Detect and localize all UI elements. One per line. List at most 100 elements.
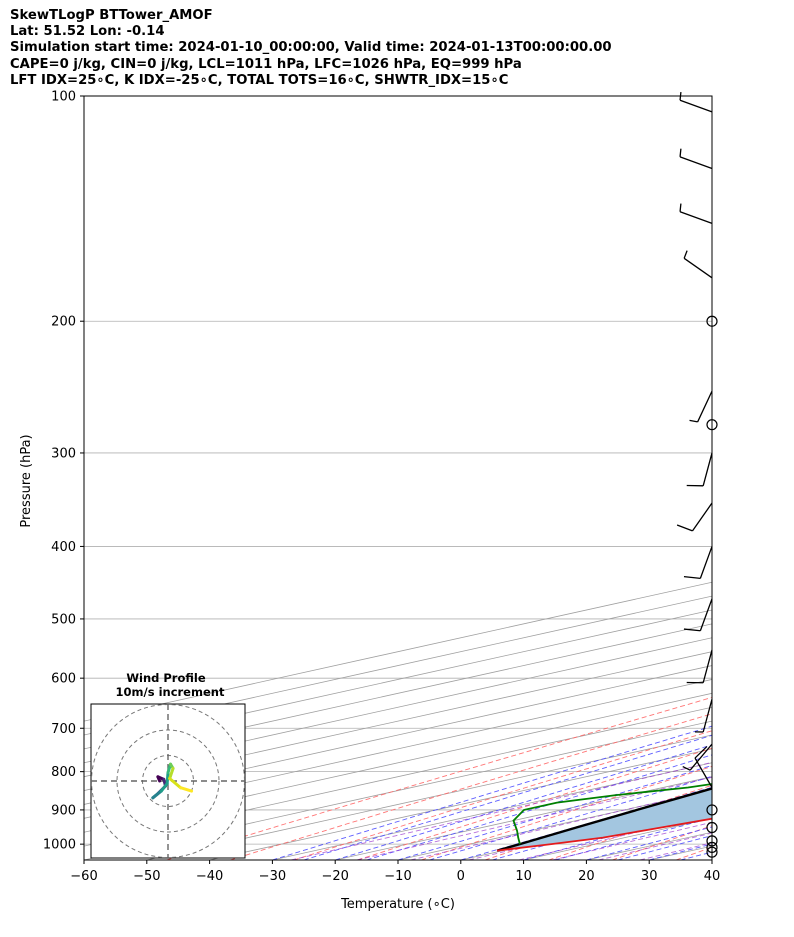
dry-adiabat bbox=[548, 804, 712, 860]
dry-adiabat bbox=[166, 696, 712, 860]
wind-barb bbox=[676, 502, 713, 532]
barb-staff bbox=[691, 502, 713, 532]
calm-wind-circle bbox=[706, 804, 718, 816]
isotherm-line bbox=[335, 776, 712, 860]
hodograph-segment bbox=[168, 766, 175, 780]
parcel-line bbox=[496, 787, 712, 852]
mixing-ratio-line bbox=[639, 842, 712, 860]
barb-staff bbox=[689, 743, 713, 771]
moist-adiabat bbox=[680, 851, 712, 860]
wind-barb bbox=[682, 743, 713, 771]
header-line-4: CAPE=0 j/kg, CIN=0 j/kg, LCL=1011 hPa, L… bbox=[10, 56, 522, 72]
wind-barb bbox=[686, 649, 713, 684]
y-tick-label: 900 bbox=[51, 803, 76, 818]
x-tick-label: −30 bbox=[259, 869, 286, 884]
barb-flag bbox=[679, 148, 682, 157]
barb-staff bbox=[702, 649, 713, 683]
barb-flag bbox=[679, 203, 682, 212]
isotherm-line bbox=[649, 845, 712, 860]
dry-adiabat bbox=[293, 730, 712, 860]
wind-barb bbox=[683, 250, 713, 279]
x-tick-label: −10 bbox=[384, 869, 411, 884]
x-tick-label: −40 bbox=[196, 869, 223, 884]
barb-flag bbox=[694, 746, 708, 759]
dry-adiabat bbox=[357, 747, 712, 860]
inset-title-1: Wind Profile bbox=[126, 671, 206, 685]
isotherm-line bbox=[84, 692, 712, 833]
x-tick-label: −60 bbox=[70, 869, 97, 884]
barb-staff bbox=[702, 698, 713, 733]
isotherm-line bbox=[209, 748, 712, 860]
y-tick-label: 100 bbox=[51, 90, 76, 105]
mixing-ratio-line bbox=[552, 821, 712, 860]
calm-wind-circle bbox=[706, 835, 718, 847]
isotherm-line bbox=[84, 720, 712, 860]
barb-staff bbox=[679, 156, 713, 170]
header-line-3: Simulation start time: 2024-01-10_00:00:… bbox=[10, 40, 612, 56]
hodograph-segment bbox=[179, 786, 194, 793]
cape-cin-fill bbox=[497, 788, 712, 851]
moist-adiabat bbox=[586, 826, 712, 860]
header-line-1: SkewTLogP BTTower_AMOF bbox=[10, 8, 213, 23]
mixing-ratio-line bbox=[410, 789, 712, 860]
wind-profile-inset: Wind Profile 10m/s increment bbox=[90, 671, 246, 859]
wind-barb bbox=[679, 91, 713, 113]
barb-staff bbox=[694, 757, 713, 788]
calm-wind-circle bbox=[706, 315, 718, 327]
isotherm-line bbox=[397, 790, 712, 860]
hodograph-segment bbox=[151, 789, 163, 800]
chart-header: SkewTLogP BTTower_AMOF Lat: 51.52 Lon: -… bbox=[10, 8, 770, 89]
moist-adiabat bbox=[397, 764, 712, 860]
barb-staff bbox=[699, 546, 713, 579]
hodograph-segment bbox=[168, 776, 183, 790]
x-axis-label: Temperature (∘C) bbox=[340, 897, 455, 912]
isotherm-line bbox=[84, 651, 712, 791]
dewpoint-line bbox=[512, 783, 712, 845]
moist-adiabat bbox=[335, 744, 712, 860]
isotherm-line bbox=[586, 831, 712, 860]
hodograph-segment bbox=[165, 771, 170, 786]
dry-adiabat bbox=[484, 784, 712, 860]
barb-flag bbox=[679, 91, 682, 101]
barb-staff bbox=[699, 598, 713, 632]
moist-adiabat bbox=[429, 775, 712, 860]
x-tick-label: 0 bbox=[457, 869, 465, 884]
calm-wind-circle bbox=[706, 846, 718, 858]
y-tick-label: 1000 bbox=[43, 838, 76, 853]
header-line-5: LFT IDX=25∘C, K IDX=-25∘C, TOTAL TOTS=16… bbox=[10, 72, 509, 88]
moist-adiabat bbox=[366, 754, 712, 860]
mixing-ratio-line bbox=[518, 813, 712, 860]
isotherm-line bbox=[460, 804, 712, 860]
moist-adiabat bbox=[554, 817, 712, 860]
barb-staff bbox=[679, 99, 713, 113]
barb-flag bbox=[683, 628, 701, 632]
x-tick-label: 40 bbox=[704, 869, 721, 884]
isotherm-line bbox=[711, 859, 712, 860]
moist-adiabat bbox=[523, 807, 712, 860]
barb-staff bbox=[697, 390, 713, 423]
y-tick-label: 600 bbox=[51, 672, 76, 687]
inset-title-2: 10m/s increment bbox=[116, 685, 225, 699]
moist-adiabat bbox=[649, 843, 712, 860]
y-axis-ticks: 1000 900 800 700 600 500 400 300 200 100 bbox=[43, 90, 84, 853]
dry-adiabat bbox=[675, 846, 712, 860]
moist-adiabat bbox=[711, 859, 712, 860]
isotherm-line bbox=[84, 637, 712, 778]
moist-adiabat bbox=[743, 96, 794, 860]
wind-barb bbox=[689, 390, 713, 423]
x-tick-label: 30 bbox=[641, 869, 658, 884]
x-tick-label: 10 bbox=[515, 869, 532, 884]
isotherm-line bbox=[84, 706, 712, 847]
calm-wind-circle bbox=[706, 419, 718, 431]
x-tick-label: 20 bbox=[578, 869, 595, 884]
wind-barbs bbox=[676, 91, 718, 858]
wind-barb bbox=[683, 546, 713, 580]
x-axis-ticks: −60 −50 −40 −30 −20 −10 0 10 20 30 40 bbox=[70, 860, 720, 884]
dry-adiabat bbox=[230, 713, 712, 860]
y-tick-label: 300 bbox=[51, 446, 76, 461]
wind-barb bbox=[679, 148, 713, 170]
isotherm-line bbox=[84, 679, 712, 819]
x-tick-label: −50 bbox=[133, 869, 160, 884]
barb-staff bbox=[683, 257, 713, 279]
mixing-ratio-line bbox=[598, 832, 712, 860]
